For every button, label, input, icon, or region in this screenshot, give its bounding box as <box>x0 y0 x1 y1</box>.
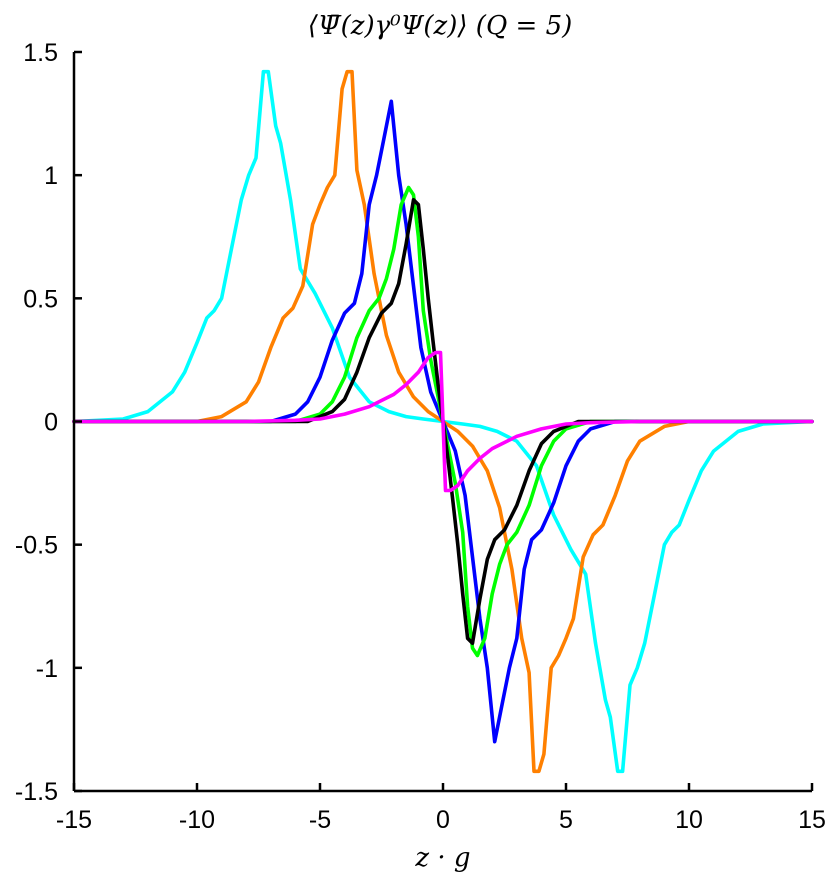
y-tick-label: -0.5 <box>15 532 58 560</box>
x-axis-label: z · g <box>414 843 470 873</box>
series-line-6 <box>72 350 814 493</box>
chart-title: ⟨Ψ̄(z)γ⁰Ψ(z)⟩ (Q = 5) <box>308 11 573 41</box>
x-tick-label: 15 <box>798 806 826 834</box>
x-tick-label: 10 <box>675 806 703 834</box>
x-tick-label: 5 <box>559 806 573 834</box>
x-tick-label: -10 <box>179 806 215 834</box>
y-tick-label: -1 <box>36 655 58 683</box>
y-tick-label: 1 <box>44 162 58 190</box>
y-tick-label: -1.5 <box>15 778 58 806</box>
y-ticks: 1.5 1 0.5 0 -0.5 -1 -1.5 <box>15 39 82 806</box>
y-tick-label: 0 <box>44 409 58 437</box>
y-tick-label: 0.5 <box>23 285 58 313</box>
x-tick-label: -15 <box>56 806 92 834</box>
y-tick-label: 1.5 <box>23 39 58 67</box>
x-tick-label: 0 <box>436 806 450 834</box>
x-tick-label: -5 <box>309 806 331 834</box>
plot-area <box>72 69 814 774</box>
x-ticks: -15 -10 -5 0 5 10 15 <box>56 783 826 834</box>
